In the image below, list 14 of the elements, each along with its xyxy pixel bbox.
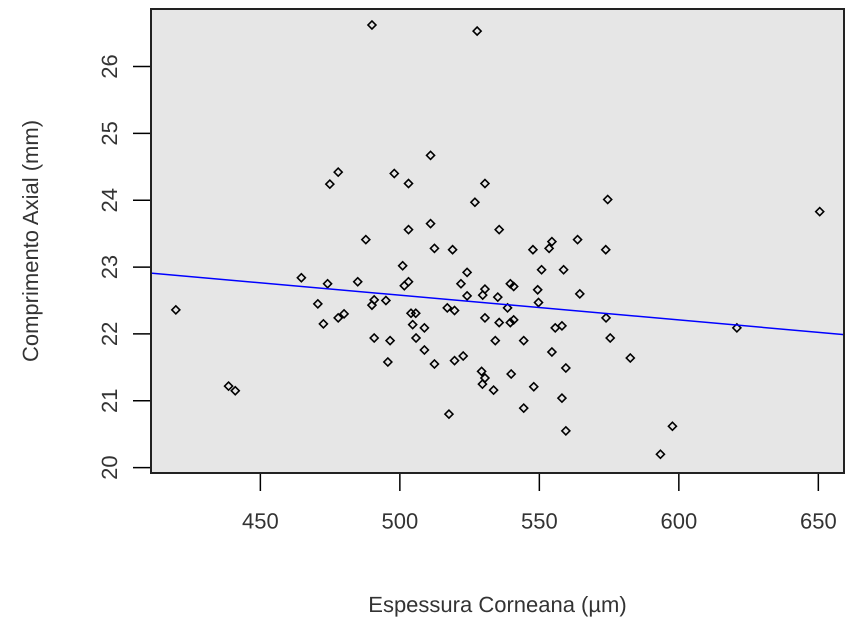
x-axis-title: Espessura Corneana (µm) xyxy=(368,592,627,617)
x-tick-label: 450 xyxy=(242,508,279,534)
y-axis-title: Comprimento Axial (mm) xyxy=(18,120,43,362)
y-tick-label: 25 xyxy=(96,121,122,146)
y-tick-label: 22 xyxy=(96,322,122,346)
y-tick-label: 20 xyxy=(96,455,122,480)
x-tick-label: 650 xyxy=(800,508,837,534)
y-tick-label: 21 xyxy=(96,388,122,414)
x-tick-label: 550 xyxy=(520,508,558,534)
y-tick-label: 26 xyxy=(96,54,122,79)
x-tick-label: 500 xyxy=(381,508,418,534)
y-tick-label: 23 xyxy=(96,254,122,280)
x-tick-label: 600 xyxy=(660,508,698,534)
y-tick-label: 24 xyxy=(96,188,122,212)
